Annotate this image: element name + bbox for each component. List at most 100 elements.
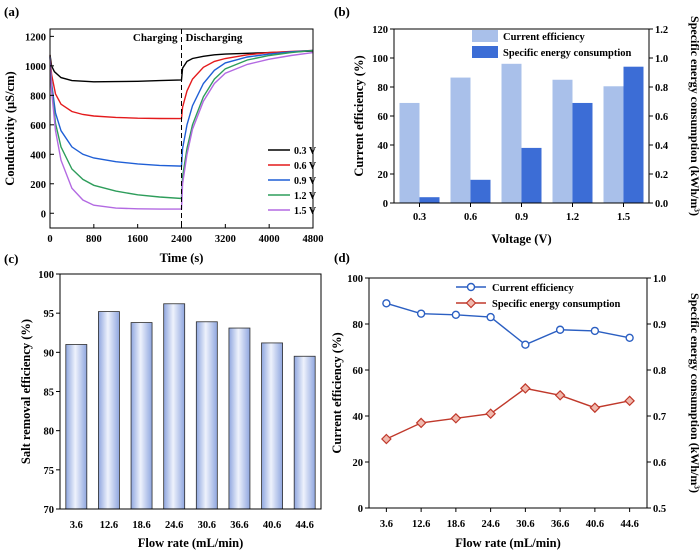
legend-label: 0.6 V: [294, 161, 317, 172]
y-tick-label: 120: [372, 25, 388, 36]
y-tick-label: 800: [30, 91, 46, 102]
y-right-tick-label: 0.0: [655, 199, 668, 210]
point-current-efficiency: [590, 326, 600, 336]
panel-label: (b): [334, 4, 350, 19]
legend-label: Specific energy consumption: [503, 48, 631, 59]
x-tick-label: 24.6: [481, 519, 499, 530]
legend-marker: [465, 297, 477, 309]
y-tick-label: 100: [38, 270, 54, 281]
y-tick-label: 60: [378, 112, 389, 123]
point-current-efficiency: [451, 310, 461, 319]
bar-current-efficiency: [501, 63, 522, 203]
y-tick-label: 70: [44, 505, 55, 516]
annotation-discharging: Discharging: [186, 32, 243, 44]
bar-salt-removal: [261, 342, 283, 510]
bar-current-efficiency: [603, 86, 624, 203]
plot-frame: [368, 277, 648, 509]
y-right-tick-label: 0.8: [653, 366, 666, 377]
bar-salt-removal: [130, 322, 153, 510]
y-tick-label: 100: [372, 54, 388, 65]
x-tick-label: 36.6: [230, 520, 248, 531]
y-tick-label: 80: [353, 320, 364, 331]
x-tick-label: 0: [47, 234, 52, 245]
y-right-tick-label: 0.5: [653, 504, 666, 515]
y-tick-label: 1200: [25, 32, 46, 43]
bar-salt-removal: [195, 321, 218, 510]
y-right-tick-label: 0.4: [655, 141, 669, 152]
legend-label: Specific energy consumption: [492, 299, 620, 310]
x-tick-label: 3.6: [70, 520, 83, 531]
x-tick-label: 1600: [127, 234, 148, 245]
x-tick-label: 44.6: [620, 519, 638, 530]
x-axis-label: Time (s): [160, 251, 204, 265]
point-energy-consumption: [485, 408, 496, 420]
y-tick-label: 20: [353, 458, 364, 469]
x-tick-label: 4000: [259, 234, 280, 245]
x-tick-label: 40.6: [263, 520, 281, 531]
y-right-tick-label: 0.8: [655, 83, 668, 94]
legend-swatch: [472, 30, 498, 42]
y-right-tick-label: 0.6: [655, 112, 668, 123]
bar-salt-removal: [228, 327, 251, 510]
bar-current-efficiency: [450, 77, 471, 203]
y-tick-label: 0: [383, 199, 388, 210]
point-energy-consumption: [624, 395, 635, 407]
x-tick-label: 3.6: [380, 519, 393, 530]
y-axis-label: Conductivity (μS/cm): [3, 71, 17, 185]
y-right-axis-label: Specific energy consumption (kWh/m³): [688, 16, 700, 216]
x-tick-label: 12.6: [100, 520, 118, 531]
x-axis-label: Voltage (V): [491, 232, 551, 246]
x-tick-label: 1.5: [617, 212, 630, 223]
series-line-0.3V: [49, 50, 314, 83]
y-tick-label: 1000: [25, 62, 46, 73]
point-energy-consumption: [589, 402, 601, 414]
y-right-tick-label: 1.2: [655, 25, 668, 36]
x-tick-label: 40.6: [586, 519, 604, 530]
bar-current-efficiency: [552, 79, 573, 203]
series-line-0.9V: [49, 49, 314, 167]
point-energy-consumption: [450, 412, 462, 424]
panel-c: (c) 3.6 12.6 18.6 24.6 30.6 36.6 40.6 44.6 70 75 80…: [4, 251, 322, 550]
point-energy-consumption: [381, 433, 392, 445]
x-tick-label: 0.9: [515, 212, 528, 223]
y-right-tick-label: 0.2: [655, 170, 668, 181]
y-tick-label: 400: [30, 150, 46, 161]
bar-energy-consumption: [572, 102, 593, 203]
y-right-tick-label: 1.0: [655, 54, 668, 65]
y-tick-label: 0: [41, 209, 46, 220]
series-line-current-efficiency: [386, 302, 630, 346]
x-axis-label: Flow rate (mL/min): [455, 536, 561, 550]
point-current-efficiency: [416, 309, 426, 318]
x-tick-label: 12.6: [412, 519, 430, 530]
y-tick-label: 40: [378, 141, 389, 152]
x-tick-label: 24.6: [165, 520, 183, 531]
bar-energy-consumption: [470, 179, 491, 203]
panel-label: (a): [4, 4, 19, 19]
x-tick-label: 3200: [215, 234, 236, 245]
y-right-tick-label: 1.0: [653, 274, 666, 285]
x-axis-label: Flow rate (mL/min): [138, 536, 244, 550]
y-tick-label: 90: [44, 348, 55, 359]
panel-label: (c): [4, 251, 18, 266]
point-current-efficiency: [486, 312, 495, 322]
x-tick-label: 18.6: [447, 519, 465, 530]
legend-marker: [466, 282, 476, 292]
x-tick-label: 4800: [303, 234, 324, 245]
legend-label: 0.9 V: [294, 176, 317, 187]
y-tick-label: 95: [44, 309, 55, 320]
point-current-efficiency: [625, 333, 634, 342]
x-tick-label: 44.6: [296, 520, 314, 531]
y-right-tick-label: 0.6: [653, 458, 666, 469]
x-tick-label: 1.2: [566, 212, 579, 223]
bar-energy-consumption: [521, 147, 542, 203]
y-tick-label: 80: [44, 427, 55, 438]
y-right-tick-label: 0.7: [653, 412, 666, 423]
x-tick-label: 0.3: [413, 212, 426, 223]
legend-label: Current efficiency: [492, 283, 574, 294]
legend-swatch: [472, 46, 498, 58]
legend-label: 1.5 V: [294, 206, 317, 217]
y-right-tick-label: 0.9: [653, 320, 666, 331]
panel-b: (b) 0.3 0.6 0.9 1.2 1.5 0 20 40 60 80 100 120 0.0 0.2 0…: [334, 4, 700, 246]
x-tick-label: 18.6: [132, 520, 150, 531]
